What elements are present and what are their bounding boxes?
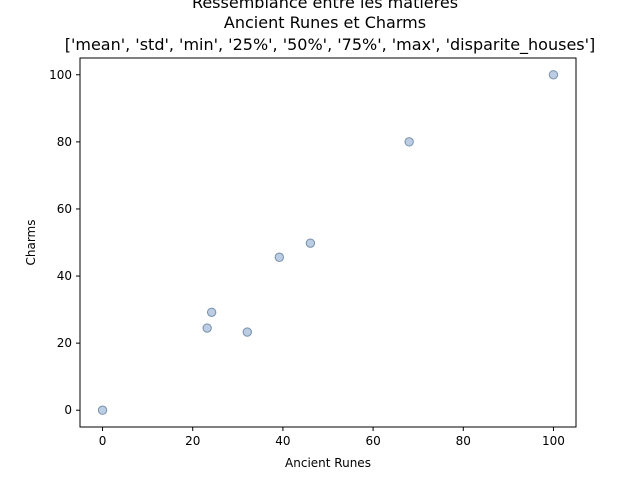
y-axis-ticks: 0 20 40 60 80 100 — [49, 68, 80, 417]
chart-title-line-3: ['mean', 'std', 'min', '25%', '50%', '75… — [65, 35, 596, 55]
data-point — [202, 323, 212, 333]
data-points — [97, 70, 559, 415]
chart-title: Ressemblance entre les matières Ancient … — [65, 0, 596, 55]
y-tick-label: 80 — [57, 135, 72, 149]
data-point — [274, 252, 285, 262]
data-point — [305, 238, 316, 248]
data-point — [206, 307, 217, 317]
plot-frame — [79, 57, 577, 428]
x-tick-label: 20 — [185, 434, 200, 448]
x-axis-label: Ancient Runes — [285, 456, 371, 470]
y-axis-label: Charms — [24, 219, 38, 265]
x-tick-label: 0 — [99, 434, 107, 448]
x-tick-label: 100 — [542, 434, 565, 448]
data-point — [97, 405, 108, 415]
y-tick-label: 40 — [57, 269, 72, 283]
data-point — [242, 327, 252, 337]
y-tick-label: 20 — [57, 336, 72, 350]
data-point — [404, 137, 414, 147]
x-tick-label: 40 — [275, 434, 290, 448]
chart-title-line-2: Ancient Runes et Charms — [224, 13, 426, 32]
y-tick-label: 60 — [57, 202, 72, 216]
y-tick-label: 0 — [64, 403, 72, 417]
x-tick-label: 80 — [456, 434, 471, 448]
x-tick-label: 60 — [365, 434, 380, 448]
data-point — [548, 70, 559, 80]
y-tick-label: 100 — [49, 68, 72, 82]
x-axis-ticks: 0 20 40 60 80 100 — [99, 427, 565, 448]
chart-title-line-1: Ressemblance entre les matières — [192, 0, 458, 12]
